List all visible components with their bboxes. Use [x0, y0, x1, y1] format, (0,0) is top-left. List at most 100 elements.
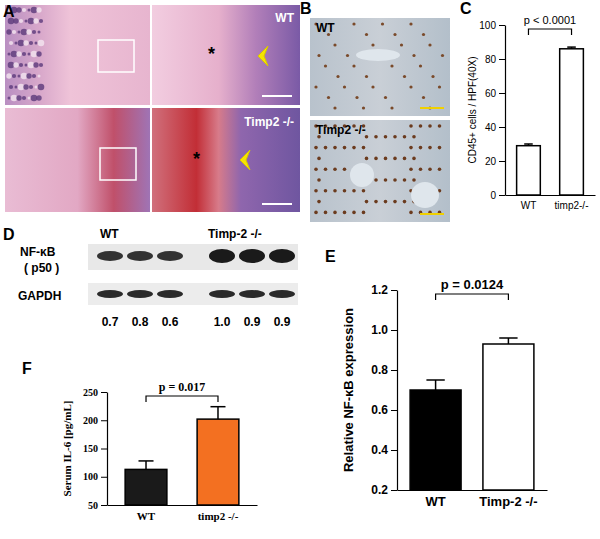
blot-band — [239, 290, 265, 298]
group-label: WT — [100, 227, 119, 241]
stained-cell — [374, 200, 378, 204]
asterisk: * — [193, 149, 200, 169]
stained-cell — [324, 211, 328, 215]
bar-chart: 50100150200250WTtimp2 -/-p = 0.017Serum … — [22, 360, 258, 522]
stained-cell — [374, 135, 378, 139]
y-tick: 1.0 — [371, 323, 397, 337]
stained-cell — [371, 85, 374, 88]
plot-area — [125, 407, 239, 505]
stained-cell — [365, 33, 368, 36]
marrow-cell — [23, 40, 28, 45]
blot-band — [97, 251, 123, 261]
stained-cell — [419, 64, 422, 67]
y-tick: 20 — [485, 156, 505, 167]
y-tick-mark — [101, 477, 107, 478]
stained-cell — [314, 167, 318, 171]
stained-cell — [343, 146, 347, 150]
x-axis-line — [398, 490, 548, 491]
blot-band — [209, 249, 235, 263]
arrowhead — [258, 46, 268, 66]
stained-cell — [393, 200, 397, 204]
bar-chart: 020406080100WTtimp2-/-p < 0.0001CD45+ ce… — [460, 0, 596, 211]
marrow-cell — [12, 74, 16, 78]
error-bar-cap — [426, 379, 444, 381]
stained-cell — [431, 75, 434, 78]
blot-band — [269, 249, 295, 263]
error-bar-cap — [524, 143, 533, 145]
zoom-box — [100, 148, 136, 180]
y-tick-label: 1.2 — [371, 283, 388, 297]
stained-cell — [352, 211, 356, 215]
stained-cell — [419, 146, 423, 150]
vessel — [356, 49, 400, 61]
y-tick: 100 — [479, 20, 505, 31]
x-axis: WT timp2-/- — [506, 196, 596, 212]
marrow-cell — [8, 53, 11, 56]
panel-label: B — [300, 0, 312, 17]
y-tick-label: 250 — [83, 387, 98, 398]
x-tick-label: WT — [521, 200, 537, 211]
stained-cell — [419, 167, 423, 171]
stained-cell — [409, 146, 413, 150]
marrow-cell — [32, 30, 36, 34]
y-tick-mark — [499, 25, 505, 26]
stained-cell — [390, 106, 393, 109]
error-bar — [499, 338, 517, 344]
arrowhead — [240, 150, 250, 170]
marrow-cell — [25, 20, 28, 23]
y-axis-line — [505, 26, 506, 196]
bar-chart: 0.20.40.60.81.01.2WTTimp-2 -/-p = 0.0124… — [325, 248, 548, 509]
scale-bar — [420, 213, 444, 215]
panel-label: C — [460, 0, 472, 17]
histology-image — [5, 5, 150, 105]
marrow-cell — [16, 51, 21, 56]
y-tick-label: 20 — [485, 156, 497, 167]
stained-cell — [409, 167, 413, 171]
y-tick-label: 0 — [490, 190, 496, 201]
y-tick-mark — [101, 392, 107, 393]
group-label: Timp-2 -/- — [208, 227, 262, 241]
stained-cell — [336, 75, 339, 78]
density-value: 0.6 — [162, 315, 179, 329]
plot-area — [410, 338, 534, 490]
image-label: WT — [275, 11, 294, 25]
marrow-cell — [38, 84, 45, 91]
stained-cell — [412, 54, 415, 57]
marrow-cell — [9, 85, 13, 89]
stained-cell — [412, 157, 416, 161]
stained-cell — [384, 96, 387, 99]
stained-cell — [333, 106, 336, 109]
stained-cell — [384, 178, 388, 182]
marrow-cell — [38, 75, 41, 78]
marrow-cell — [32, 74, 36, 78]
y-tick-mark — [101, 505, 107, 506]
stained-cell — [333, 189, 337, 193]
histology-image — [152, 5, 300, 105]
y-tick: 0.4 — [371, 443, 397, 457]
y-axis: 020406080100 — [479, 20, 505, 201]
blot-band — [269, 290, 295, 298]
stained-cell — [343, 189, 347, 193]
x-tick-label: timp2-/- — [555, 200, 589, 211]
y-tick-mark — [391, 410, 397, 411]
stained-cell — [352, 146, 356, 150]
blot — [88, 283, 298, 305]
stained-cell — [365, 200, 369, 204]
density-value: 1.0 — [214, 315, 231, 329]
y-tick-label: 100 — [479, 20, 496, 31]
y-tick-label: 150 — [83, 443, 98, 454]
vessel — [411, 182, 439, 208]
y-tick-mark — [101, 449, 107, 450]
p-value: p = 0.0124 — [441, 277, 504, 292]
asterisk: * — [208, 44, 215, 64]
stained-cell — [428, 146, 432, 150]
stained-cell — [333, 43, 336, 46]
row-label: GAPDH — [18, 289, 61, 303]
marrow-cell — [38, 40, 45, 47]
error-bar — [210, 407, 225, 419]
stained-cell — [403, 135, 407, 139]
y-tick: 0.6 — [371, 403, 397, 417]
y-axis-line — [397, 291, 398, 491]
error-bar-cap — [210, 406, 225, 408]
bar — [560, 49, 584, 195]
